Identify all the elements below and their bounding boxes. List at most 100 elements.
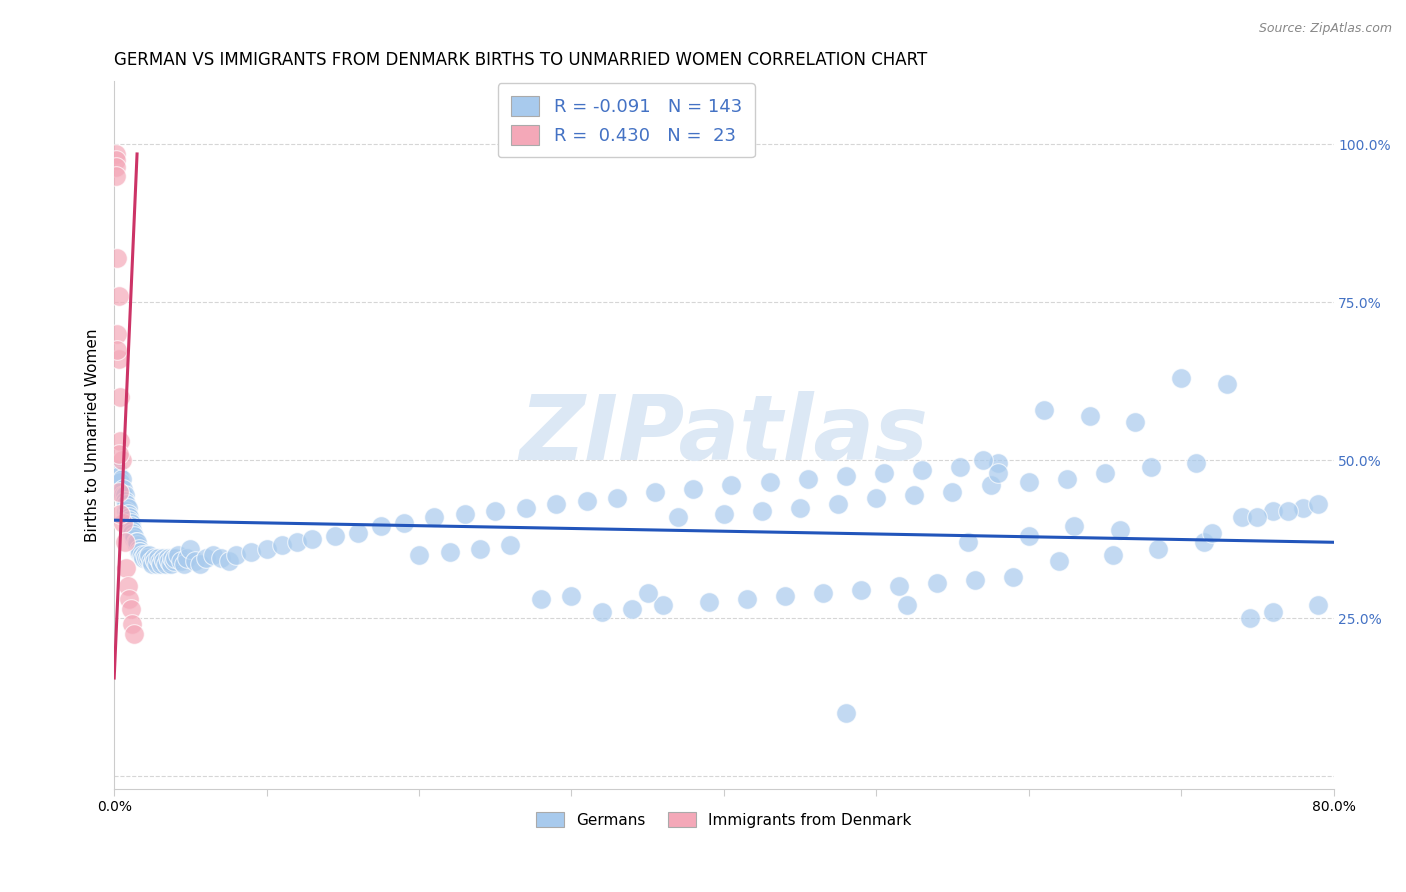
- Point: [515, 500, 537, 515]
- Point: [122, 532, 145, 546]
- Point: [105, 343, 128, 357]
- Point: [849, 582, 872, 597]
- Point: [132, 551, 155, 566]
- Point: [1032, 402, 1054, 417]
- Point: [149, 554, 172, 568]
- Point: [104, 169, 127, 183]
- Point: [697, 595, 720, 609]
- Point: [270, 538, 292, 552]
- Y-axis label: Births to Unmarried Women: Births to Unmarried Women: [86, 328, 100, 541]
- Point: [118, 592, 141, 607]
- Point: [530, 592, 553, 607]
- Point: [773, 589, 796, 603]
- Point: [107, 352, 129, 367]
- Point: [240, 545, 263, 559]
- Point: [162, 554, 184, 568]
- Point: [167, 548, 190, 562]
- Point: [120, 519, 142, 533]
- Point: [120, 601, 142, 615]
- Point: [121, 523, 143, 537]
- Point: [139, 554, 162, 568]
- Point: [941, 484, 963, 499]
- Point: [896, 599, 918, 613]
- Point: [124, 535, 146, 549]
- Point: [621, 601, 644, 615]
- Point: [155, 558, 177, 572]
- Point: [225, 548, 247, 562]
- Point: [1094, 466, 1116, 480]
- Point: [987, 466, 1010, 480]
- Point: [591, 605, 613, 619]
- Point: [111, 472, 134, 486]
- Point: [136, 551, 159, 566]
- Point: [1101, 548, 1123, 562]
- Point: [179, 541, 201, 556]
- Point: [1261, 504, 1284, 518]
- Point: [827, 497, 849, 511]
- Point: [873, 466, 896, 480]
- Point: [117, 579, 139, 593]
- Point: [1047, 554, 1070, 568]
- Point: [1109, 523, 1132, 537]
- Point: [115, 497, 138, 511]
- Point: [105, 326, 128, 341]
- Point: [1018, 529, 1040, 543]
- Legend: Germans, Immigrants from Denmark: Germans, Immigrants from Denmark: [530, 806, 918, 834]
- Point: [184, 554, 207, 568]
- Point: [796, 472, 818, 486]
- Point: [114, 488, 136, 502]
- Point: [104, 147, 127, 161]
- Point: [209, 551, 232, 566]
- Text: ZIPatlas: ZIPatlas: [519, 391, 928, 479]
- Point: [1078, 409, 1101, 423]
- Point: [148, 551, 170, 566]
- Point: [1308, 599, 1330, 613]
- Point: [112, 488, 135, 502]
- Point: [965, 573, 987, 587]
- Point: [118, 513, 141, 527]
- Point: [1246, 510, 1268, 524]
- Point: [835, 469, 858, 483]
- Point: [720, 478, 742, 492]
- Point: [1147, 541, 1170, 556]
- Point: [156, 551, 179, 566]
- Point: [1002, 570, 1025, 584]
- Point: [1230, 510, 1253, 524]
- Point: [118, 510, 141, 524]
- Point: [682, 482, 704, 496]
- Point: [887, 579, 910, 593]
- Point: [173, 558, 195, 572]
- Point: [546, 497, 568, 511]
- Point: [107, 469, 129, 483]
- Point: [150, 558, 173, 572]
- Point: [110, 390, 132, 404]
- Point: [713, 507, 735, 521]
- Point: [1170, 371, 1192, 385]
- Point: [117, 500, 139, 515]
- Point: [138, 548, 160, 562]
- Point: [107, 484, 129, 499]
- Point: [176, 551, 198, 566]
- Point: [146, 558, 169, 572]
- Point: [157, 554, 180, 568]
- Point: [107, 289, 129, 303]
- Point: [735, 592, 758, 607]
- Point: [170, 554, 193, 568]
- Text: GERMAN VS IMMIGRANTS FROM DENMARK BIRTHS TO UNMARRIED WOMEN CORRELATION CHART: GERMAN VS IMMIGRANTS FROM DENMARK BIRTHS…: [114, 51, 928, 69]
- Point: [159, 558, 181, 572]
- Point: [1277, 504, 1299, 518]
- Point: [439, 545, 461, 559]
- Point: [111, 453, 134, 467]
- Point: [153, 554, 176, 568]
- Point: [122, 627, 145, 641]
- Point: [1201, 525, 1223, 540]
- Point: [285, 535, 308, 549]
- Point: [125, 535, 148, 549]
- Point: [1216, 377, 1239, 392]
- Point: [370, 519, 392, 533]
- Point: [256, 541, 278, 556]
- Point: [949, 459, 972, 474]
- Point: [114, 494, 136, 508]
- Point: [202, 548, 225, 562]
- Point: [135, 551, 157, 566]
